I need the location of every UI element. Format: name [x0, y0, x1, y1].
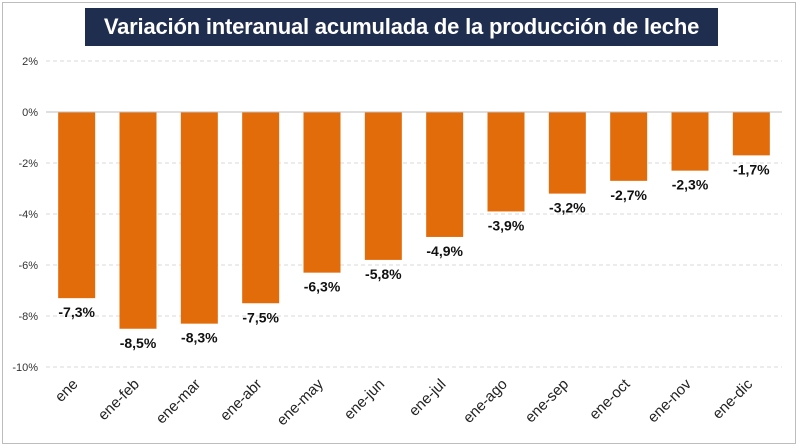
x-tick-label: ene-abr	[217, 376, 266, 425]
data-label: -6,3%	[304, 279, 341, 295]
bar	[487, 112, 525, 212]
data-label: -1,7%	[733, 161, 770, 177]
data-label: -8,5%	[120, 335, 157, 351]
data-label: -5,8%	[365, 266, 402, 282]
y-tick-label: -4%	[18, 209, 38, 221]
x-tick-label: ene-jun	[341, 376, 388, 423]
x-tick-label: ene-jul	[406, 376, 450, 420]
y-tick-label: -2%	[18, 158, 38, 170]
bar	[426, 112, 464, 237]
data-label: -2,3%	[672, 177, 709, 193]
data-label: -4,9%	[426, 243, 463, 259]
bar	[732, 112, 770, 156]
bar	[671, 112, 709, 171]
bar	[303, 112, 341, 273]
x-tick-label: ene-sep	[522, 376, 572, 426]
x-tick-label: ene-ago	[460, 376, 511, 427]
data-label: -7,3%	[58, 304, 95, 320]
data-label: -3,9%	[488, 217, 525, 233]
x-tick-label: ene-dic	[709, 375, 756, 422]
y-tick-label: 0%	[22, 107, 38, 119]
x-tick-label: ene-may	[274, 375, 328, 429]
bar	[180, 112, 218, 324]
bar	[548, 112, 586, 194]
data-label: -3,2%	[549, 200, 586, 216]
y-tick-label: -8%	[18, 311, 38, 323]
bar	[58, 112, 96, 299]
data-label: -7,5%	[242, 309, 279, 325]
y-tick-label: 2%	[22, 56, 38, 68]
chart-title: Variación interanual acumulada de la pro…	[85, 8, 718, 46]
bar	[242, 112, 280, 304]
x-tick-label: ene-oct	[586, 375, 634, 423]
bar	[364, 112, 402, 260]
y-tick-label: -10%	[12, 362, 38, 374]
y-tick-label: -6%	[18, 260, 38, 272]
data-label: -8,3%	[181, 330, 218, 346]
bar	[610, 112, 648, 181]
data-label: -2,7%	[610, 187, 647, 203]
x-tick-label: ene	[52, 376, 82, 406]
x-tick-label: ene-feb	[95, 376, 143, 424]
bar	[119, 112, 157, 329]
x-tick-label: ene-mar	[153, 376, 205, 428]
x-tick-label: ene-nov	[644, 375, 695, 426]
